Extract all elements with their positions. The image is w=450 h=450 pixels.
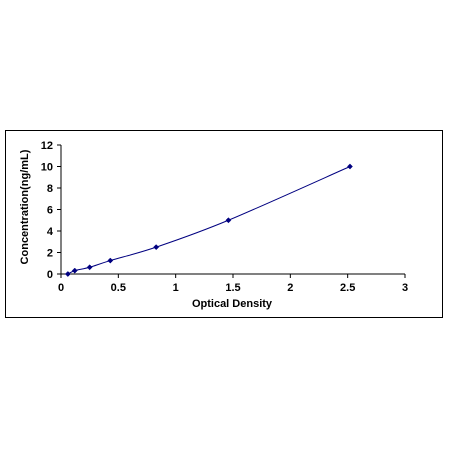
data-points — [64, 163, 353, 277]
x-axis-title: Optical Density — [192, 298, 273, 310]
chart-frame — [5, 130, 443, 318]
x-tick-label: 2 — [287, 282, 293, 294]
y-ticks: 0 2 4 6 8 10 12 — [41, 140, 61, 281]
x-ticks: 0 0.5 1 1.5 2 2.5 3 — [58, 274, 408, 294]
data-point — [64, 271, 71, 277]
y-tick-label: 0 — [47, 269, 53, 281]
axes — [60, 145, 405, 275]
x-tick-label: 1 — [173, 282, 179, 294]
y-tick-label: 2 — [47, 248, 53, 260]
data-point — [347, 163, 353, 170]
data-point — [107, 257, 114, 264]
data-point — [153, 244, 160, 251]
y-axis-title: Concentration(ng/mL) — [19, 149, 31, 264]
x-tick-label: 0 — [58, 282, 64, 294]
y-tick-label: 10 — [41, 162, 53, 174]
x-tick-label: 2.5 — [340, 282, 355, 294]
x-tick-label: 0.5 — [111, 282, 126, 294]
y-tick-label: 4 — [47, 226, 54, 238]
data-point — [71, 267, 78, 274]
y-tick-label: 12 — [41, 140, 53, 152]
data-point — [86, 264, 93, 271]
x-tick-label: 1.5 — [225, 282, 240, 294]
y-tick-label: 6 — [47, 205, 53, 217]
y-tick-label: 8 — [47, 183, 53, 195]
data-point — [225, 217, 232, 224]
x-tick-label: 3 — [402, 282, 408, 294]
